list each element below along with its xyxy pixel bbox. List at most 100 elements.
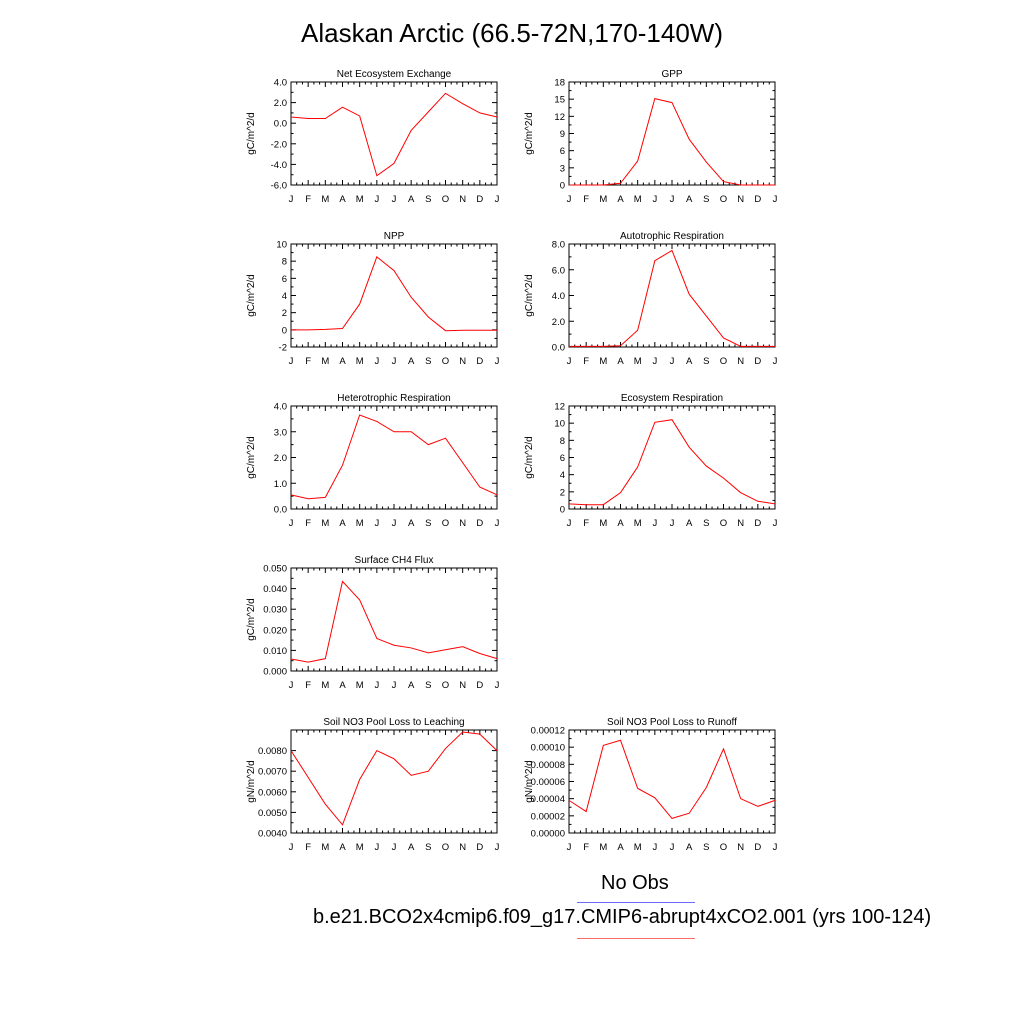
- x-tick-label: J: [374, 356, 379, 367]
- x-tick-label: M: [356, 518, 364, 529]
- y-tick-label: -6.0: [271, 181, 287, 192]
- x-tick-label: J: [652, 194, 657, 205]
- x-tick-label: A: [408, 356, 415, 367]
- x-tick-label: A: [686, 356, 693, 367]
- y-axis-label: gC/m^2/d: [524, 274, 535, 317]
- y-tick-label: 0.0060: [258, 787, 287, 798]
- legend-obs-line: [577, 902, 695, 903]
- y-tick-label: 6: [282, 274, 287, 285]
- y-tick-label: 0.00006: [531, 777, 565, 788]
- y-tick-label: 0.00012: [531, 726, 565, 737]
- series-line: [290, 731, 498, 826]
- chart-title: Net Ecosystem Exchange: [337, 69, 452, 80]
- x-tick-label: M: [321, 842, 329, 853]
- x-tick-label: F: [305, 680, 311, 691]
- x-tick-label: A: [617, 194, 624, 205]
- y-tick-label: 0.0050: [258, 808, 287, 819]
- y-tick-label: -4.0: [271, 160, 287, 171]
- x-tick-label: S: [703, 194, 709, 205]
- x-tick-label: A: [339, 842, 346, 853]
- chart-title: NPP: [384, 231, 405, 242]
- x-tick-label: J: [567, 356, 572, 367]
- x-tick-label: S: [425, 194, 431, 205]
- x-tick-label: M: [356, 356, 364, 367]
- x-tick-label: J: [652, 356, 657, 367]
- x-tick-label: J: [289, 680, 294, 691]
- y-axis-label: gN/m^2/d: [246, 760, 257, 803]
- y-tick-label: 0.0: [274, 505, 287, 516]
- x-tick-label: M: [321, 680, 329, 691]
- y-tick-label: 8: [282, 257, 287, 268]
- series-line: [291, 256, 497, 332]
- x-tick-label: J: [670, 356, 675, 367]
- x-tick-label: F: [583, 518, 589, 529]
- x-tick-label: O: [442, 842, 449, 853]
- x-tick-label: S: [703, 356, 709, 367]
- plot-frame: [290, 405, 498, 510]
- x-tick-label: M: [321, 194, 329, 205]
- y-tick-label: 3.0: [274, 427, 287, 438]
- y-axis-label: gC/m^2/d: [246, 274, 257, 317]
- y-tick-label: 0.050: [263, 564, 287, 575]
- y-tick-label: 0.040: [263, 584, 287, 595]
- x-tick-label: D: [754, 194, 761, 205]
- x-tick-label: J: [374, 680, 379, 691]
- plot-frame: [568, 81, 776, 186]
- x-tick-label: S: [425, 842, 431, 853]
- y-tick-label: 10: [276, 240, 287, 251]
- y-tick-label: 2.0: [552, 317, 565, 328]
- series-line: [290, 580, 498, 663]
- x-tick-label: J: [392, 356, 397, 367]
- x-tick-label: M: [321, 356, 329, 367]
- x-tick-label: J: [652, 518, 657, 529]
- x-tick-label: N: [737, 518, 744, 529]
- x-tick-label: O: [442, 356, 449, 367]
- x-tick-label: J: [392, 518, 397, 529]
- x-tick-label: J: [495, 518, 500, 529]
- x-tick-label: J: [670, 518, 675, 529]
- y-tick-label: 1.0: [274, 479, 287, 490]
- y-tick-label: 0.00010: [531, 743, 565, 754]
- y-tick-label: 4.0: [274, 78, 287, 89]
- x-tick-label: A: [617, 518, 624, 529]
- x-tick-label: J: [670, 194, 675, 205]
- x-tick-label: M: [356, 680, 364, 691]
- x-tick-label: N: [737, 356, 744, 367]
- x-tick-label: J: [567, 518, 572, 529]
- x-tick-label: D: [476, 356, 483, 367]
- x-tick-label: O: [720, 518, 727, 529]
- x-tick-label: F: [583, 356, 589, 367]
- x-tick-label: O: [442, 680, 449, 691]
- x-tick-label: J: [773, 518, 778, 529]
- y-tick-label: 2.0: [274, 453, 287, 464]
- x-tick-label: J: [567, 194, 572, 205]
- y-tick-label: 0.0040: [258, 829, 287, 840]
- y-tick-label: 4: [560, 470, 565, 481]
- legend-obs-label: No Obs: [601, 872, 669, 894]
- y-axis-label: gC/m^2/d: [246, 436, 257, 479]
- y-axis-label: gC/m^2/d: [246, 598, 257, 641]
- y-tick-label: 0.030: [263, 605, 287, 616]
- x-tick-label: J: [670, 842, 675, 853]
- x-tick-label: A: [339, 356, 346, 367]
- y-tick-label: 0.000: [263, 667, 287, 678]
- x-tick-label: J: [773, 356, 778, 367]
- x-tick-label: A: [339, 518, 346, 529]
- chart-title: Soil NO3 Pool Loss to Leaching: [323, 717, 464, 728]
- x-tick-label: J: [374, 842, 379, 853]
- y-tick-label: 0.0: [552, 343, 565, 354]
- y-tick-label: 12: [554, 402, 565, 413]
- y-tick-label: -2: [279, 343, 287, 354]
- x-tick-label: F: [305, 518, 311, 529]
- x-tick-label: J: [289, 194, 294, 205]
- x-tick-label: F: [583, 194, 589, 205]
- x-tick-label: M: [599, 356, 607, 367]
- x-tick-label: O: [720, 194, 727, 205]
- series-line: [569, 97, 775, 186]
- y-tick-label: 0.0070: [258, 767, 287, 778]
- x-tick-label: J: [374, 194, 379, 205]
